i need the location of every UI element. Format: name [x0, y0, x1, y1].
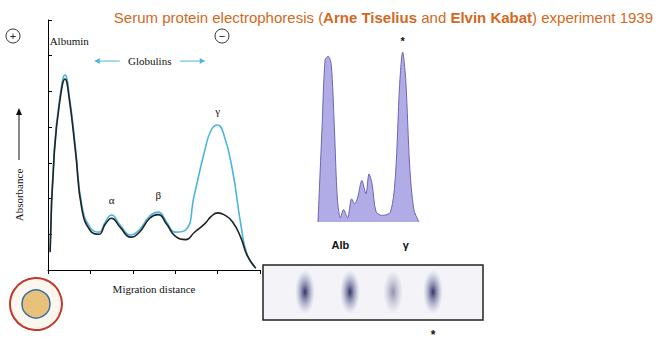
svg-text:α: α	[109, 194, 115, 206]
svg-text:Migration distance: Migration distance	[113, 283, 196, 295]
svg-text:Arne Tiselius: Arne Tiselius	[323, 9, 417, 26]
svg-text:Albumin: Albumin	[50, 35, 90, 47]
svg-text:Elvin Kabat: Elvin Kabat	[450, 9, 532, 26]
svg-text:Serum protein electrophoresis: Serum protein electrophoresis (	[114, 9, 323, 26]
svg-text:γ: γ	[214, 105, 220, 117]
svg-text:−: −	[219, 30, 225, 42]
svg-text:*: *	[431, 328, 436, 342]
svg-text:*: *	[401, 35, 406, 47]
svg-text:γ: γ	[403, 239, 410, 251]
svg-text:β: β	[155, 189, 161, 201]
svg-text:+: +	[10, 30, 16, 42]
svg-text:and: and	[417, 9, 450, 26]
svg-text:Absorbance: Absorbance	[13, 169, 25, 222]
svg-text:) experiment 1939: ) experiment 1939	[532, 9, 653, 26]
svg-text:Globulins: Globulins	[128, 55, 171, 67]
svg-text:Alb: Alb	[332, 239, 350, 251]
